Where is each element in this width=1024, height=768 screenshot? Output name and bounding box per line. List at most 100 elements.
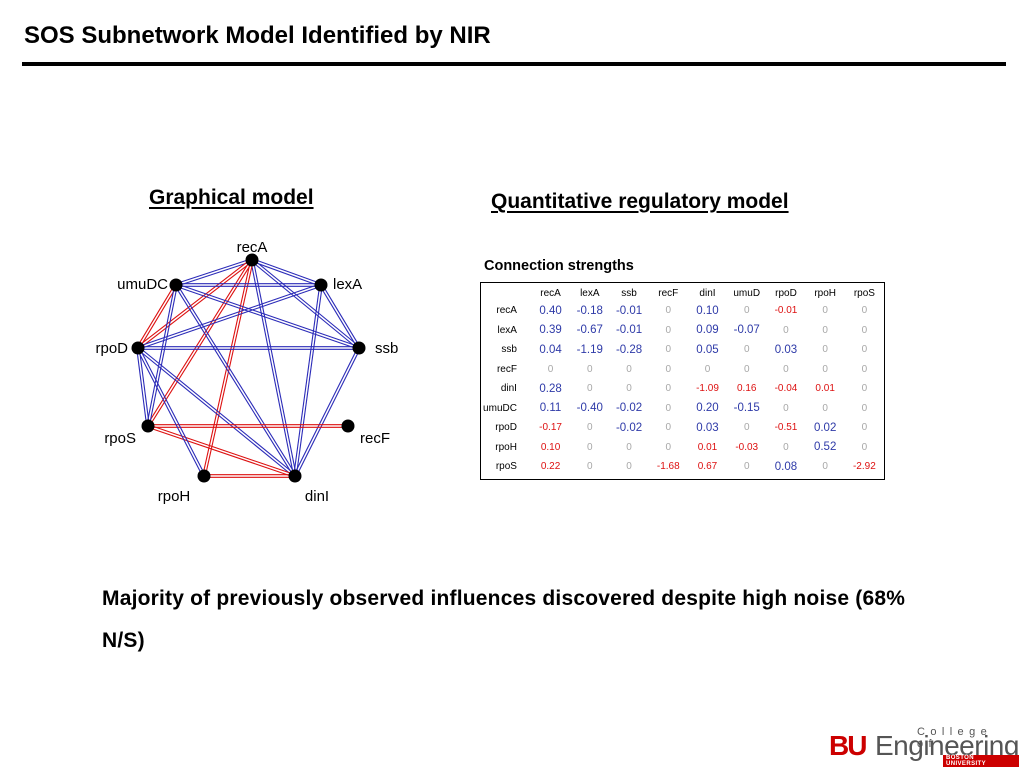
edge-recA-ssb: [252, 258, 361, 348]
strength-cell: 0: [547, 363, 554, 375]
strength-cell: -0.17: [539, 422, 562, 434]
strength-cell: -0.28: [615, 343, 643, 356]
edge-recA-umuDC: [176, 260, 253, 287]
node-rpoH: [197, 469, 211, 483]
edge-layer: [136, 258, 361, 478]
strength-cell: 0: [822, 402, 828, 414]
strength-cell: 0: [587, 383, 593, 395]
strength-cell: 0: [626, 461, 632, 473]
strength-cell: 0.02: [813, 421, 837, 434]
strength-cell: 0: [783, 441, 789, 453]
graphical-model-heading: Graphical model: [149, 186, 314, 209]
strength-cell: 0: [587, 363, 593, 375]
table-row: lexA 0.39 -0.67 -0.01 0 0.09 -0.07 0 0 0: [481, 321, 884, 341]
row-header-rpoH: rpoH: [495, 441, 517, 453]
strength-cell: 0: [626, 363, 632, 375]
edge-lexA-dinI: [295, 285, 323, 477]
node-recF: [341, 419, 355, 433]
column-header-rpoH: rpoH: [814, 287, 836, 299]
strength-cell: 0: [587, 441, 593, 453]
column-header-rpoD: rpoD: [775, 287, 797, 299]
connection-table: recA lexA ssb recF dinI umuD rpoD rpoH rpoS recA…: [481, 285, 884, 477]
row-header-recF: recF: [496, 363, 517, 375]
strength-cell: 0.39: [539, 324, 562, 337]
strength-cell: 0: [822, 363, 828, 375]
node-label-lexA: lexA: [333, 276, 362, 293]
edge-rpoS-umuDC: [148, 285, 178, 427]
column-header-recF: recF: [658, 287, 679, 299]
table-row: dinI 0.28 0 0 0 -1.09 0.16 -0.04 0.01 0: [481, 379, 884, 399]
strength-cell: 0.22: [540, 461, 561, 473]
strength-cell: 0.05: [696, 343, 719, 356]
edge-lexA-ssb: [319, 285, 359, 349]
strength-cell: 0.03: [696, 421, 719, 434]
strength-cell: 0: [861, 441, 868, 453]
column-header-lexA: lexA: [580, 287, 600, 299]
row-header-dinI: dinI: [500, 383, 517, 395]
edge-rpoS-rpoD: [138, 347, 150, 426]
node-rpoS: [141, 419, 155, 433]
strength-cell: -0.18: [576, 304, 603, 317]
row-header-recA: recA: [496, 305, 517, 317]
edge-rpoD-umuDC: [138, 285, 178, 349]
edge-recA-rpoS: [146, 259, 252, 426]
strength-cell: -0.02: [615, 421, 643, 434]
strength-cell: 0: [861, 422, 868, 434]
strength-cell: -0.04: [774, 383, 798, 395]
table-row: rpoS 0.22 0 0 -1.68 0.67 0 0.08 0 -2.92: [481, 457, 884, 477]
strength-cell: 0: [743, 305, 750, 317]
edge-recA-ssb: [250, 260, 359, 350]
strength-cell: 0: [587, 422, 593, 434]
edge-recA-umuDC: [175, 258, 252, 285]
node-umuDC: [169, 278, 183, 292]
strength-cell: 0: [665, 402, 672, 414]
strength-cell: 0: [743, 344, 750, 356]
edge-dinI-umuDC: [174, 285, 295, 477]
strength-cell: -1.19: [576, 343, 603, 356]
edge-dinI-rpoD: [136, 348, 295, 478]
strength-cell: -2.92: [852, 461, 876, 473]
strength-cell: 0: [822, 461, 828, 473]
strength-cell: 0.03: [774, 343, 798, 356]
edge-dinI-rpoD: [138, 346, 297, 476]
row-header-rpoD: rpoD: [495, 422, 517, 434]
strength-cell: 0: [665, 305, 672, 317]
strength-cell: -1.09: [696, 383, 719, 395]
node-recA: [245, 253, 259, 267]
strength-cell: 0: [861, 402, 868, 414]
edge-recA-rpoH: [202, 259, 252, 476]
column-header-recA: recA: [540, 287, 561, 299]
edge-recA-rpoD: [136, 258, 252, 348]
strength-cell: 0.11: [539, 402, 562, 415]
strength-cell: -0.51: [774, 422, 798, 434]
edge-ssb-dinI: [295, 348, 361, 477]
strength-cell: -0.01: [615, 304, 643, 317]
edge-dinI-rpoS: [148, 424, 296, 476]
matrix-caption: Connection strengths: [484, 258, 634, 274]
strength-cell: 0: [861, 344, 868, 356]
edge-dinI-umuDC: [176, 284, 297, 476]
node-label-dinI: dinI: [305, 488, 329, 505]
strength-cell: -0.07: [733, 324, 760, 337]
matrix-body: recA 0.40 -0.18 -0.01 0 0.10 0 -0.01 0 0 lexA 0.39 -…: [481, 301, 884, 477]
strength-cell: 0: [665, 363, 672, 375]
edge-lexA-rpoD: [138, 285, 322, 350]
table-row: umuDC 0.11 -0.40 -0.02 0 0.20 -0.15 0 0 0: [481, 399, 884, 419]
edge-lexA-ssb: [321, 284, 361, 348]
row-header-ssb: ssb: [501, 344, 517, 356]
table-row: recF 0 0 0 0 0 0 0 0 0: [481, 360, 884, 380]
strength-cell: 0: [665, 344, 672, 356]
node-label-recA: recA: [237, 239, 268, 256]
strength-cell: -0.67: [576, 324, 603, 337]
quantitative-model-heading: Quantitative regulatory model: [491, 190, 789, 213]
edge-rpoH-rpoD: [136, 348, 204, 477]
strength-cell: 0: [822, 305, 828, 317]
row-header-lexA: lexA: [497, 324, 517, 336]
edge-rpoS-umuDC: [146, 284, 176, 426]
strength-cell: 0: [704, 363, 711, 375]
strength-cell: 0.40: [539, 304, 562, 317]
strength-cell: 0.01: [697, 441, 718, 453]
node-label-recF: recF: [360, 430, 390, 447]
title-divider: [22, 62, 1006, 66]
edge-ssb-dinI: [293, 347, 359, 476]
